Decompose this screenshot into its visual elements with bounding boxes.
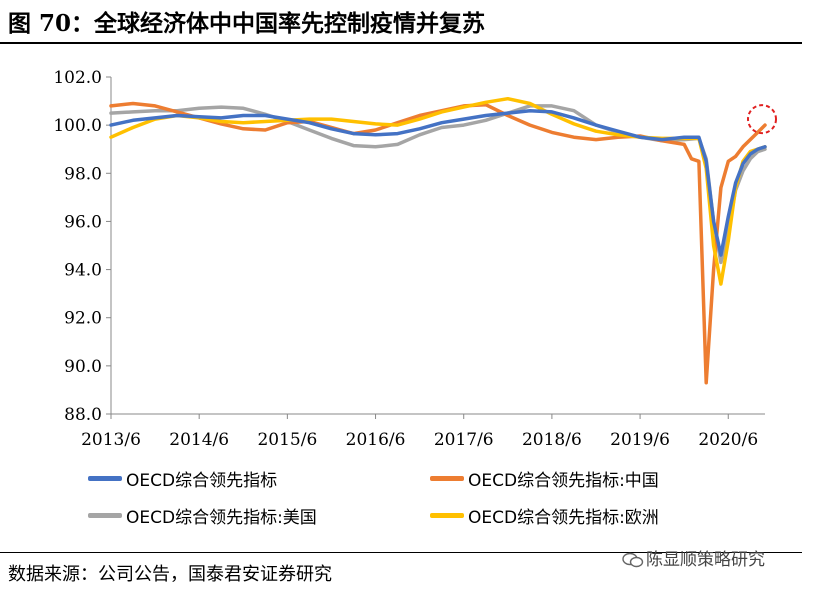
legend-swatch-oecd xyxy=(88,476,122,481)
legend-item-oecd: OECD综合领先指标 xyxy=(88,466,277,491)
source-divider xyxy=(0,552,802,553)
legend-label-oecd: OECD综合领先指标 xyxy=(126,471,278,491)
x-tick-label-7: 2020/6 xyxy=(698,430,758,450)
series-line-usa xyxy=(109,104,767,265)
watermark: 陈显顺策略研究 xyxy=(622,545,765,570)
x-tick-label-4: 2017/6 xyxy=(434,430,494,450)
figure-title: 图 70：全球经济体中中国率先控制疫情并复苏 xyxy=(8,10,486,37)
series-line-europe xyxy=(109,96,767,286)
y-tick-label-6: 100.0 xyxy=(53,116,102,136)
legend-item-china: OECD综合领先指标:中国 xyxy=(430,466,659,491)
legend-swatch-china xyxy=(430,476,464,481)
legend-swatch-europe xyxy=(430,513,464,518)
legend-label-china: OECD综合领先指标:中国 xyxy=(468,471,659,491)
legend-label-usa: OECD综合领先指标:美国 xyxy=(126,508,317,528)
y-tick-label-7: 102.0 xyxy=(53,68,102,88)
y-tick-label-1: 90.0 xyxy=(64,357,102,377)
x-tick-label-5: 2018/6 xyxy=(522,430,582,450)
legend-swatch-usa xyxy=(88,513,122,518)
y-tick-label-0: 88.0 xyxy=(64,405,102,425)
y-tick-label-3: 94.0 xyxy=(64,261,102,281)
line-chart: 88.0 90.0 92.0 94.0 96.0 98.0 100.0 102.0 2013/6… xyxy=(53,68,777,450)
series-line-oecd xyxy=(109,108,767,257)
x-tick-label-3: 2016/6 xyxy=(346,430,406,450)
y-tick-label-5: 98.0 xyxy=(64,164,102,184)
x-tick-label-2: 2015/6 xyxy=(257,430,317,450)
highlight-circle-0 xyxy=(747,104,777,135)
source-note: 数据来源：公司公告，国泰君安证券研究 xyxy=(8,564,332,585)
x-tick-label-1: 2014/6 xyxy=(169,430,229,450)
y-tick-label-4: 96.0 xyxy=(64,212,102,232)
x-tick-label-6: 2019/6 xyxy=(610,430,670,450)
legend-label-europe: OECD综合领先指标:欧洲 xyxy=(468,508,659,528)
watermark-text: 陈显顺策略研究 xyxy=(646,550,765,570)
y-tick-label-2: 92.0 xyxy=(64,309,102,329)
wechat-icon xyxy=(622,552,644,568)
x-tick-label-0: 2013/6 xyxy=(81,430,141,450)
series-line-china xyxy=(109,101,767,385)
legend-item-usa: OECD综合领先指标:美国 xyxy=(88,503,317,528)
title-divider xyxy=(0,42,802,44)
legend-item-europe: OECD综合领先指标:欧洲 xyxy=(430,503,659,528)
